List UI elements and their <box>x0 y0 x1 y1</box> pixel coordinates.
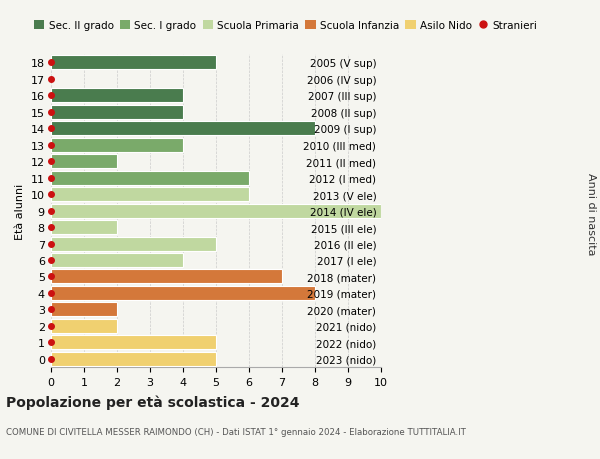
Text: COMUNE DI CIVITELLA MESSER RAIMONDO (CH) - Dati ISTAT 1° gennaio 2024 - Elaboraz: COMUNE DI CIVITELLA MESSER RAIMONDO (CH)… <box>6 427 466 436</box>
Bar <box>51 352 216 366</box>
Bar <box>51 155 117 169</box>
Bar <box>51 188 249 202</box>
Bar <box>51 56 216 70</box>
Bar <box>51 106 183 119</box>
Y-axis label: Età alunni: Età alunni <box>15 183 25 239</box>
Bar <box>51 253 183 268</box>
Bar <box>51 319 117 333</box>
Text: Anni di nascita: Anni di nascita <box>586 172 596 255</box>
Legend: Sec. II grado, Sec. I grado, Scuola Primaria, Scuola Infanzia, Asilo Nido, Stran: Sec. II grado, Sec. I grado, Scuola Prim… <box>30 17 542 35</box>
Bar <box>51 336 216 350</box>
Bar <box>51 303 117 317</box>
Bar <box>51 221 117 235</box>
Text: Popolazione per età scolastica - 2024: Popolazione per età scolastica - 2024 <box>6 395 299 409</box>
Bar <box>51 89 183 103</box>
Bar <box>51 286 315 300</box>
Bar <box>51 139 183 152</box>
Bar <box>51 237 216 251</box>
Bar <box>51 204 381 218</box>
Bar <box>51 270 282 284</box>
Bar <box>51 171 249 185</box>
Bar <box>51 122 315 136</box>
